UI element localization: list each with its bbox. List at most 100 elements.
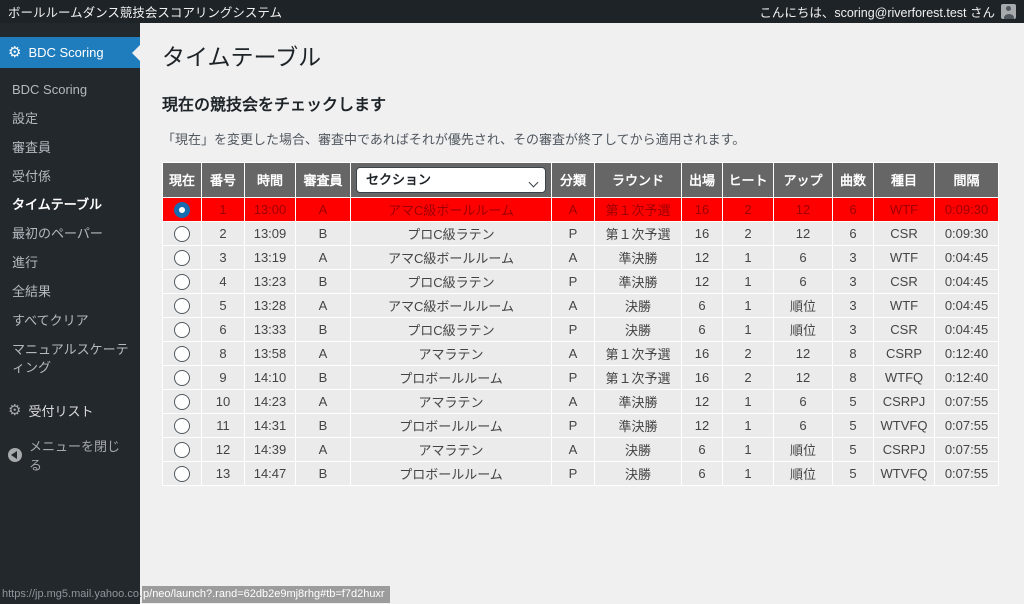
table-cell: CSR — [874, 221, 934, 245]
table-cell: 1 — [723, 461, 773, 485]
table-cell: 3 — [833, 269, 873, 293]
current-radio[interactable] — [174, 393, 190, 410]
admin-topbar: ボールルームダンス競技会スコアリングシステム こんにちは、scoring@riv… — [0, 0, 1024, 23]
table-row: 6 13:33 B プロC級ラテン P 決勝 6 1 順位 3 CSR 0:04:45 — [163, 317, 998, 341]
table-cell: プロC級ラテン — [351, 221, 551, 245]
current-radio[interactable] — [174, 441, 190, 458]
table-cell: 6 — [774, 389, 832, 413]
col-up: アップ — [774, 162, 832, 197]
sidebar-item-manual-skating[interactable]: マニュアルスケーティング — [12, 341, 129, 376]
sidebar-item-reception-list[interactable]: ⚙ 受付リスト — [0, 393, 140, 428]
table-cell: P — [552, 317, 594, 341]
sidebar-item-reception[interactable]: 受付係 — [12, 168, 52, 184]
current-radio[interactable] — [174, 417, 190, 434]
table-cell: 準決勝 — [595, 245, 681, 269]
table-cell: 12 — [682, 413, 722, 437]
table-cell: 準決勝 — [595, 413, 681, 437]
table-cell: 13:00 — [245, 197, 295, 221]
table-cell: A — [552, 293, 594, 317]
table-cell: 12 — [774, 221, 832, 245]
table-cell: 9 — [202, 365, 244, 389]
table-row: 12 14:39 A アマラテン A 決勝 6 1 順位 5 CSRPJ 0:07:55 — [163, 437, 998, 461]
table-cell: 12 — [774, 197, 832, 221]
current-radio[interactable] — [174, 345, 190, 362]
table-cell: 6 — [774, 269, 832, 293]
current-menu-arrow-icon — [124, 44, 140, 61]
current-radio[interactable] — [174, 201, 190, 218]
table-cell: WTF — [874, 197, 934, 221]
table-cell: アマラテン — [351, 437, 551, 461]
table-cell: 1 — [723, 317, 773, 341]
current-radio-cell — [163, 269, 201, 293]
sidebar-item-timetable[interactable]: タイムテーブル — [12, 197, 102, 213]
current-radio[interactable] — [174, 225, 190, 242]
table-cell: 8 — [833, 341, 873, 365]
table-cell: A — [552, 197, 594, 221]
table-cell: 13:23 — [245, 269, 295, 293]
table-cell: WTF — [874, 293, 934, 317]
note-text: 「現在」を変更した場合、審査中であればそれが優先され、その審査が終了してから適用… — [162, 131, 746, 147]
sidebar-item-judges[interactable]: 審査員 — [12, 139, 52, 155]
current-radio-cell — [163, 461, 201, 485]
current-radio[interactable] — [174, 465, 190, 482]
table-cell: A — [552, 245, 594, 269]
table-cell: 決勝 — [595, 317, 681, 341]
table-cell: 4 — [202, 269, 244, 293]
col-time: 時間 — [245, 162, 295, 197]
table-cell: 1 — [202, 197, 244, 221]
sidebar-item-bdc-scoring[interactable]: BDC Scoring — [12, 82, 88, 97]
table-row: 8 13:58 A アマラテン A 第１次予選 16 2 12 8 CSRP 0:12:40 — [163, 341, 998, 365]
current-radio-cell — [163, 317, 201, 341]
current-radio-cell — [163, 365, 201, 389]
collapse-menu-button[interactable]: メニューを閉じる — [0, 428, 140, 482]
col-heat: ヒート — [723, 162, 773, 197]
current-radio[interactable] — [174, 321, 190, 338]
table-cell: 13:33 — [245, 317, 295, 341]
gear-icon: ⚙ — [8, 44, 22, 61]
col-round: ラウンド — [595, 162, 681, 197]
timetable-header-row: 現在 番号 時間 審査員 セクション 分類 ラウンド 出場 ヒート アップ — [163, 162, 998, 197]
table-cell: A — [296, 293, 350, 317]
table-cell: 決勝 — [595, 293, 681, 317]
table-cell: 13:09 — [245, 221, 295, 245]
table-cell: P — [552, 461, 594, 485]
table-cell: 1 — [723, 389, 773, 413]
table-cell: A — [552, 389, 594, 413]
table-cell: 6 — [774, 413, 832, 437]
table-cell: 16 — [682, 197, 722, 221]
sidebar-item-clear-all[interactable]: すべてクリア — [12, 312, 89, 328]
table-cell: 1 — [723, 437, 773, 461]
sidebar-item-bdc-scoring-top[interactable]: ⚙ BDC Scoring — [0, 37, 140, 68]
table-cell: 6 — [682, 461, 722, 485]
sidebar-top-label: BDC Scoring — [28, 45, 104, 60]
table-cell: 6 — [774, 245, 832, 269]
current-radio[interactable] — [174, 273, 190, 290]
table-cell: 順位 — [774, 293, 832, 317]
col-section: セクション — [351, 162, 551, 197]
table-cell: 12 — [774, 341, 832, 365]
col-interval: 間隔 — [935, 162, 998, 197]
table-row: 4 13:23 B プロC級ラテン P 準決勝 12 1 6 3 CSR 0:04:45 — [163, 269, 998, 293]
table-cell: 16 — [682, 365, 722, 389]
current-radio[interactable] — [174, 249, 190, 266]
table-cell: 3 — [833, 293, 873, 317]
current-radio-cell — [163, 197, 201, 221]
table-cell: 10 — [202, 389, 244, 413]
sidebar-item-settings[interactable]: 設定 — [12, 110, 39, 126]
section-filter-select[interactable]: セクション — [356, 166, 546, 193]
table-cell: P — [552, 365, 594, 389]
table-cell: プロボールルーム — [351, 413, 551, 437]
sidebar-item-all-results[interactable]: 全結果 — [12, 283, 52, 299]
table-cell: 8 — [833, 365, 873, 389]
user-greeting[interactable]: こんにちは、scoring@riverforest.test さん — [759, 6, 995, 20]
current-radio[interactable] — [174, 369, 190, 386]
table-cell: 3 — [833, 245, 873, 269]
sidebar-item-progress[interactable]: 進行 — [12, 255, 39, 271]
sidebar-item-first-paper[interactable]: 最初のペーパー — [12, 226, 103, 242]
table-cell: CSR — [874, 317, 934, 341]
current-radio[interactable] — [174, 297, 190, 314]
table-cell: 6 — [202, 317, 244, 341]
table-row: 5 13:28 A アマC級ボールルーム A 決勝 6 1 順位 3 WTF 0:04:45 — [163, 293, 998, 317]
user-avatar[interactable] — [1001, 4, 1016, 19]
current-radio-cell — [163, 413, 201, 437]
